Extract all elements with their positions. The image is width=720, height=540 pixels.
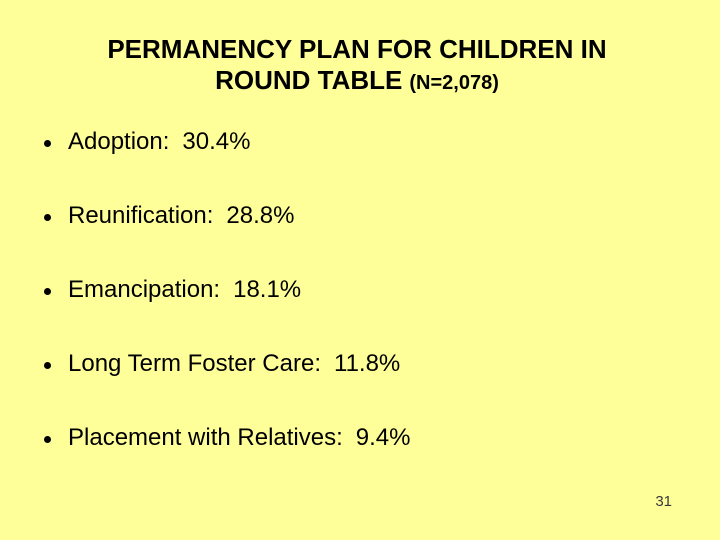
bullet-dot-icon — [44, 362, 51, 369]
bullet-item-long-term-foster-care: Long Term Foster Care: 11.8% — [0, 350, 720, 424]
bullet-dot-icon — [44, 214, 51, 221]
bullet-label: Emancipation: — [68, 276, 221, 303]
bullet-value: 9.4% — [355, 424, 411, 451]
slide-title-line1: PERMANENCY PLAN FOR CHILDREN IN — [107, 34, 607, 64]
bullet-item-placement-with-relatives: Placement with Relatives: 9.4% — [0, 424, 720, 498]
bullet-label: Long Term Foster Care: — [68, 350, 321, 377]
slide-title-line2: ROUND TABLE (N=2,078) — [0, 65, 714, 99]
bullet-item-emancipation: Emancipation: 18.1% — [0, 276, 720, 350]
bullet-item-adoption: Adoption: 30.4% — [0, 128, 720, 202]
bullet-dot-icon — [44, 436, 51, 443]
slide-title-sample-size: (N=2,078) — [409, 72, 499, 94]
bullet-value: 18.1% — [233, 276, 302, 303]
bullet-value: 30.4% — [182, 128, 251, 155]
bullet-value: 28.8% — [226, 202, 295, 229]
slide-page-number: 31 — [655, 493, 672, 510]
bullet-label: Reunification: — [68, 202, 214, 229]
bullet-list: Adoption: 30.4% Reunification: 28.8% Emanc… — [0, 128, 720, 498]
bullet-label: Adoption: — [68, 128, 170, 155]
bullet-label: Placement with Relatives: — [68, 424, 343, 451]
bullet-dot-icon — [44, 140, 51, 147]
bullet-value: 11.8% — [334, 350, 401, 377]
slide-title: PERMANENCY PLAN FOR CHILDREN IN ROUND TA… — [0, 34, 714, 99]
bullet-dot-icon — [44, 288, 51, 295]
slide-title-line2-main: ROUND TABLE — [215, 65, 403, 95]
bullet-item-reunification: Reunification: 28.8% — [0, 202, 720, 276]
